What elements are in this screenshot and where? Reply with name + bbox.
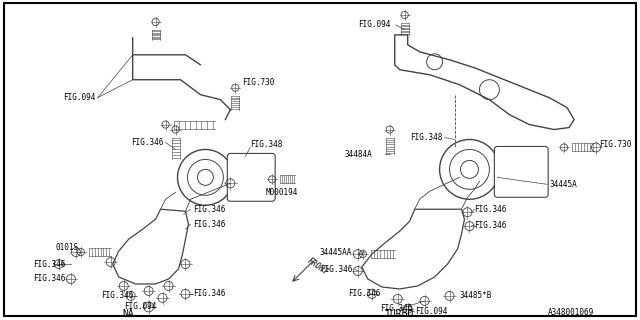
Text: NA: NA: [123, 309, 134, 319]
FancyBboxPatch shape: [227, 154, 275, 201]
Text: FIG.346: FIG.346: [474, 221, 507, 230]
Text: FIG.346: FIG.346: [193, 205, 226, 214]
FancyBboxPatch shape: [494, 147, 548, 197]
Text: 34485*B: 34485*B: [460, 292, 492, 300]
Text: 34445A: 34445A: [549, 180, 577, 189]
Text: FIG.094: FIG.094: [124, 302, 157, 311]
Text: FIG.346: FIG.346: [320, 265, 353, 274]
Text: FIG.346: FIG.346: [193, 220, 226, 229]
Text: FIG.346: FIG.346: [474, 205, 507, 214]
Text: 34484A: 34484A: [345, 150, 372, 159]
Text: FIG.094: FIG.094: [415, 308, 447, 316]
Text: FRONT: FRONT: [306, 257, 330, 277]
Text: FIG.094: FIG.094: [63, 93, 95, 102]
Text: M000194: M000194: [265, 188, 298, 197]
Text: FIG.348: FIG.348: [250, 140, 283, 149]
Text: FIG.730: FIG.730: [599, 140, 632, 149]
Text: FIG.346: FIG.346: [100, 292, 133, 300]
Text: FIG.346: FIG.346: [33, 260, 65, 268]
Text: TURBO: TURBO: [385, 309, 415, 319]
Text: FIG.348: FIG.348: [410, 133, 442, 142]
Text: A348001069: A348001069: [548, 308, 594, 317]
Text: FIG.346: FIG.346: [348, 289, 380, 299]
Text: FIG.346: FIG.346: [380, 304, 412, 313]
Text: 34445AA: 34445AA: [320, 248, 353, 257]
Text: 0101S: 0101S: [56, 243, 79, 252]
Text: FIG.094: FIG.094: [358, 20, 390, 29]
Text: FIG.730: FIG.730: [243, 78, 275, 87]
Text: FIG.346: FIG.346: [33, 275, 65, 284]
Text: FIG.346: FIG.346: [193, 289, 226, 299]
Text: FIG.346: FIG.346: [131, 138, 163, 147]
